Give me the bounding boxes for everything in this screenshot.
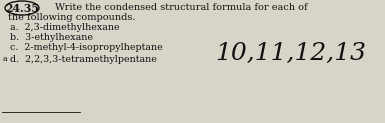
Text: c.  2-methyl-4-isopropylheptane: c. 2-methyl-4-isopropylheptane (10, 44, 163, 53)
Text: 10,11,12,13: 10,11,12,13 (215, 41, 366, 64)
Text: a.  2,3-dimethylhexane: a. 2,3-dimethylhexane (10, 23, 120, 32)
Text: 24.35: 24.35 (5, 3, 39, 14)
Text: the following compounds.: the following compounds. (8, 14, 136, 23)
Text: a: a (3, 55, 8, 63)
Text: d.  2,2,3,3-tetramethylpentane: d. 2,2,3,3-tetramethylpentane (10, 54, 157, 63)
Text: Write the condensed structural formula for each of: Write the condensed structural formula f… (55, 3, 308, 13)
Text: b.  3-ethylhexane: b. 3-ethylhexane (10, 33, 93, 43)
